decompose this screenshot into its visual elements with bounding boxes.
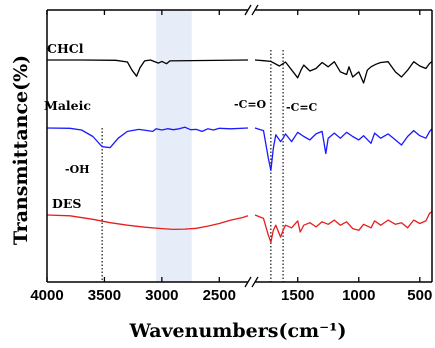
axis-break-mark (251, 276, 259, 288)
x-tick-label: 500 (407, 287, 432, 304)
x-tick-label: 1500 (281, 287, 314, 304)
x-tick-label: 3500 (88, 287, 121, 304)
x-axis-label: Wavenumbers(cm⁻¹) (129, 320, 347, 342)
spectra (46, 59, 433, 243)
x-tick-label: 2500 (203, 287, 236, 304)
reference-lines (101, 50, 284, 282)
x-tick-label: 3000 (145, 287, 178, 304)
series-label-chcl: CHCl (47, 41, 84, 56)
annotation-oh: -OH (65, 163, 90, 176)
axis-break-mark (244, 276, 252, 288)
spectrum-des-right (254, 211, 433, 243)
spectrum-chcl-left (47, 59, 249, 77)
annotation-c-c: -C=C (286, 101, 318, 114)
spectrum-maleic-right (254, 127, 433, 172)
axes (46, 4, 433, 288)
y-axis-label: Transmittance(%) (10, 55, 32, 245)
axis-break-mark (244, 4, 252, 16)
highlight-band (156, 10, 192, 282)
x-ticks: 4000 3500 3000 2500 1500 1000 500 (30, 10, 432, 304)
spectrum-maleic-left (46, 126, 249, 149)
series-label-maleic: Maleic (44, 98, 91, 113)
annotation-c-o: -C=O (234, 98, 267, 111)
spectrum-chcl-right (254, 59, 433, 84)
x-tick-label: 4000 (30, 287, 63, 304)
x-tick-label: 1000 (342, 287, 375, 304)
series-label-des: DES (52, 196, 81, 211)
axis-break-mark (251, 4, 259, 16)
spectrum-des-left (46, 214, 249, 231)
